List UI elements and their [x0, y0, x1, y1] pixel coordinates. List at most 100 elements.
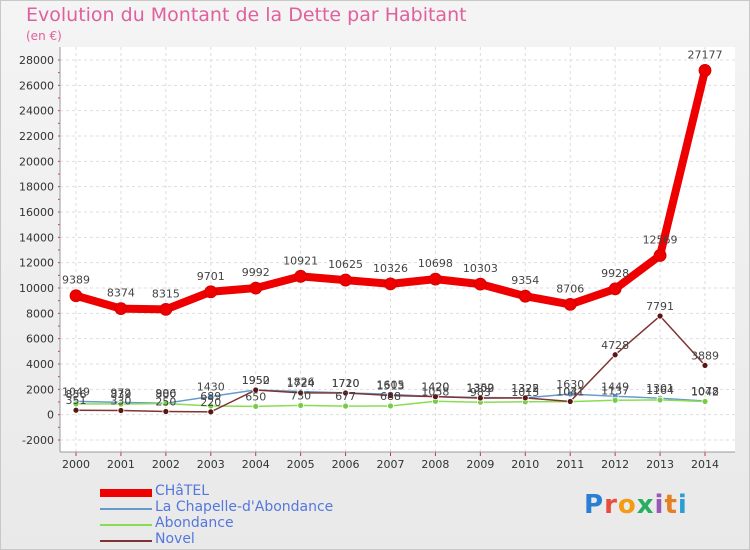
data-label: 7791	[646, 300, 674, 313]
y-tick-label: -2000	[22, 434, 54, 447]
data-label: 220	[200, 396, 221, 409]
data-label: 730	[290, 389, 311, 402]
data-point	[162, 400, 170, 407]
data-label: 9992	[242, 266, 270, 279]
data-point	[387, 402, 394, 410]
data-label: 27177	[688, 48, 723, 61]
logo-letter: P	[584, 490, 605, 520]
data-label: 1325	[511, 382, 539, 395]
y-tick-label: 16000	[19, 206, 54, 219]
data-label: 856	[66, 388, 87, 401]
data-label: 1513	[377, 380, 405, 393]
data-label: 1137	[601, 384, 629, 397]
data-label: 10326	[373, 262, 408, 275]
data-label: 972	[110, 386, 131, 399]
data-point	[72, 406, 80, 414]
legend-label: La Chapelle-d'Abondance	[155, 499, 334, 515]
data-label: 9389	[62, 274, 90, 287]
data-label: 1058	[421, 385, 449, 398]
data-point	[563, 297, 577, 311]
data-point	[249, 281, 263, 295]
x-tick-label: 2013	[646, 458, 674, 471]
data-label: 10698	[418, 257, 453, 270]
data-label: 1301	[646, 382, 674, 395]
data-label: 1826	[287, 376, 315, 389]
logo-letter: o	[617, 490, 637, 520]
data-label: 3889	[691, 349, 719, 362]
y-tick-label: 8000	[26, 307, 54, 320]
y-tick-label: 26000	[19, 79, 54, 92]
data-label: 1322	[511, 382, 539, 395]
x-tick-label: 2000	[62, 458, 90, 471]
data-label: 351	[66, 394, 87, 407]
x-tick-label: 2010	[511, 458, 539, 471]
data-label: 906	[155, 387, 176, 400]
data-label: 250	[155, 396, 176, 409]
x-tick-label: 2002	[152, 458, 180, 471]
data-label: 1950	[242, 374, 270, 387]
data-point	[653, 249, 667, 262]
data-point	[518, 289, 532, 303]
logo-letter: t	[664, 490, 678, 520]
data-label: 1309	[466, 382, 494, 395]
data-label: 12569	[643, 233, 678, 246]
legend-label: Novel	[155, 531, 195, 547]
data-label: 1164	[646, 384, 674, 397]
data-label: 4728	[601, 339, 629, 352]
data-label: 688	[380, 390, 401, 403]
chart-unit-label: (en €)	[26, 29, 62, 43]
legend-swatch	[100, 524, 152, 526]
data-label: 1031	[556, 386, 584, 399]
data-label: 1430	[197, 381, 225, 394]
data-label: 9354	[511, 274, 539, 287]
data-label: 1605	[377, 378, 405, 391]
data-label: 839	[110, 388, 131, 401]
legend-swatch	[100, 489, 152, 497]
data-point	[204, 285, 218, 299]
plot-area	[60, 47, 735, 452]
data-label: 1420	[421, 381, 449, 394]
data-label: 1041	[556, 385, 584, 398]
y-tick-label: 2000	[26, 383, 54, 396]
data-point	[566, 390, 574, 398]
y-tick-label: 20000	[19, 155, 54, 168]
data-point	[342, 402, 349, 410]
x-tick-label: 2003	[197, 458, 225, 471]
legend-label: Abondance	[155, 515, 234, 531]
y-tick-label: 10000	[19, 282, 54, 295]
data-point	[117, 407, 125, 414]
x-tick-label: 2009	[466, 458, 494, 471]
x-tick-label: 2007	[377, 458, 405, 471]
y-tick-label: 22000	[19, 130, 54, 143]
logo-letter: x	[636, 490, 655, 520]
data-point	[473, 277, 487, 291]
data-label: 1952	[242, 374, 270, 387]
data-label: 1420	[421, 381, 449, 394]
y-tick-label: 4000	[26, 358, 54, 371]
data-label: 8315	[152, 287, 180, 300]
data-point	[608, 282, 622, 296]
data-label: 330	[110, 394, 131, 407]
data-label: 689	[200, 390, 221, 403]
data-point	[114, 302, 128, 315]
data-point	[69, 289, 83, 303]
y-tick-label: 24000	[19, 105, 54, 118]
data-point	[656, 312, 664, 320]
data-point	[429, 272, 442, 286]
logo-letter: i	[654, 490, 665, 520]
data-point	[701, 398, 709, 405]
data-point	[339, 273, 352, 287]
data-label: 10303	[463, 262, 498, 275]
y-tick-label: 14000	[19, 231, 54, 244]
data-label: 8374	[107, 287, 135, 300]
y-tick-label: 18000	[19, 181, 54, 194]
x-tick-label: 2004	[242, 458, 270, 471]
data-point	[387, 392, 394, 399]
data-point	[162, 408, 170, 415]
x-tick-label: 2014	[691, 458, 719, 471]
x-tick-label: 2011	[556, 458, 584, 471]
data-point	[432, 393, 439, 401]
data-point	[698, 64, 712, 77]
data-label: 1710	[332, 377, 360, 390]
